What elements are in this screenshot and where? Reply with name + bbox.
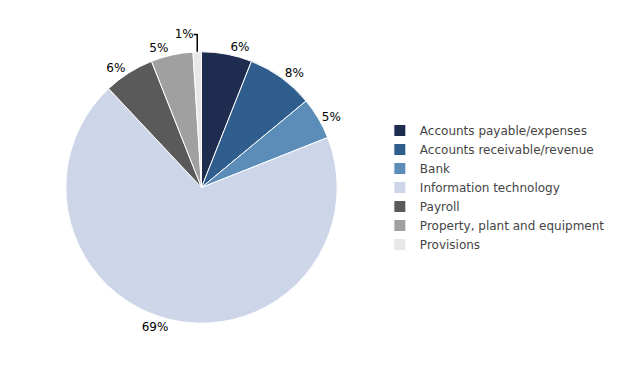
svg-text:Provisions: Provisions: [420, 238, 480, 252]
svg-text:5%: 5%: [322, 110, 341, 124]
svg-text:1%: 1%: [175, 27, 194, 41]
svg-text:6%: 6%: [230, 40, 249, 54]
svg-text:6%: 6%: [106, 61, 125, 75]
svg-text:Bank: Bank: [420, 162, 450, 176]
svg-text:5%: 5%: [149, 41, 168, 55]
svg-text:Payroll: Payroll: [420, 200, 460, 214]
svg-text:Accounts receivable/revenue: Accounts receivable/revenue: [420, 143, 594, 157]
svg-text:Information technology: Information technology: [420, 181, 560, 195]
svg-text:Property, plant and equipment: Property, plant and equipment: [420, 219, 604, 233]
svg-text:69%: 69%: [142, 320, 169, 334]
svg-text:Accounts payable/expenses: Accounts payable/expenses: [420, 124, 587, 138]
svg-text:8%: 8%: [285, 66, 304, 80]
